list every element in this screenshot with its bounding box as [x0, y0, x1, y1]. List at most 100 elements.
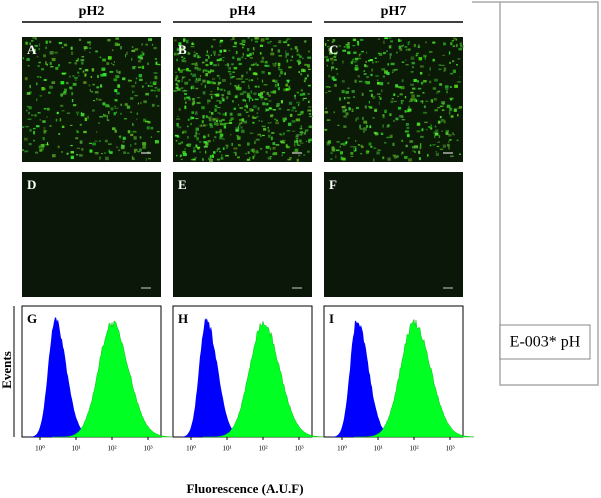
cell-speck: [218, 77, 221, 80]
cell-speck: [141, 51, 144, 55]
cell-speck: [405, 64, 409, 66]
cell-speck: [378, 149, 382, 151]
cell-speck: [221, 78, 226, 82]
cell-speck: [389, 134, 393, 138]
cell-speck: [81, 111, 83, 115]
cell-speck: [296, 60, 299, 63]
cell-speck: [181, 79, 183, 83]
cell-speck: [306, 140, 308, 143]
cell-speck: [134, 48, 139, 51]
cell-speck: [382, 156, 385, 160]
cell-speck: [229, 73, 232, 76]
cell-speck: [428, 74, 430, 76]
cell-speck: [303, 154, 306, 156]
cell-speck: [117, 71, 120, 74]
cell-speck: [100, 84, 103, 88]
cell-speck: [183, 90, 188, 92]
cell-speck: [228, 122, 233, 125]
cell-speck: [432, 144, 436, 146]
cell-speck: [415, 99, 418, 103]
cell-speck: [226, 145, 229, 148]
cell-speck: [60, 81, 65, 85]
cell-speck: [34, 37, 37, 40]
cell-speck: [206, 124, 208, 126]
cell-speck: [91, 109, 95, 112]
cell-speck: [182, 48, 184, 50]
cell-speck: [138, 74, 143, 78]
cell-speck: [235, 127, 240, 131]
cell-speck: [136, 118, 138, 120]
cell-speck: [237, 125, 239, 129]
cell-speck: [298, 61, 301, 64]
cell-speck: [252, 117, 257, 119]
cell-speck: [181, 59, 185, 63]
cell-speck: [290, 47, 293, 51]
cell-speck: [197, 68, 202, 71]
cell-speck: [363, 73, 367, 75]
cell-speck: [308, 113, 312, 115]
cell-speck: [401, 139, 404, 143]
cell-speck: [43, 78, 47, 82]
cell-speck: [401, 79, 404, 83]
cell-speck: [438, 135, 441, 138]
cell-speck: [238, 123, 241, 127]
cell-speck: [325, 107, 327, 110]
cell-speck: [65, 81, 69, 85]
cell-speck: [205, 58, 208, 62]
cell-speck: [233, 66, 238, 70]
cell-speck: [205, 115, 208, 118]
cell-speck: [404, 155, 408, 159]
cell-speck: [407, 41, 410, 46]
side-frame: [499, 1, 599, 386]
cell-speck: [388, 45, 392, 49]
cell-speck: [264, 98, 268, 101]
cell-speck: [209, 61, 214, 64]
cell-speck: [293, 143, 296, 147]
cell-speck: [274, 79, 278, 84]
cell-speck: [202, 91, 206, 95]
cell-speck: [297, 63, 301, 66]
cell-speck: [249, 56, 253, 59]
cell-speck: [359, 124, 361, 129]
cell-speck: [384, 141, 387, 144]
cell-speck: [411, 61, 415, 65]
cell-speck: [84, 117, 88, 122]
cell-speck: [274, 118, 277, 120]
cell-speck: [83, 130, 87, 134]
cell-speck: [271, 136, 273, 140]
cell-speck: [210, 112, 214, 115]
cell-speck: [249, 132, 254, 134]
cell-speck: [363, 70, 366, 72]
cell-speck: [209, 93, 214, 96]
cell-speck: [126, 105, 131, 109]
x-tick-label: 10³: [294, 445, 303, 453]
cell-speck: [188, 70, 192, 72]
cell-speck: [337, 124, 340, 126]
cell-speck: [205, 142, 209, 146]
cell-speck: [380, 132, 384, 136]
cell-speck: [131, 46, 134, 48]
cell-speck: [194, 66, 199, 70]
cell-speck: [113, 112, 116, 116]
cell-speck: [287, 122, 292, 126]
cell-speck: [187, 118, 190, 121]
y-axis-label: Events: [0, 351, 14, 389]
cell-speck: [381, 68, 386, 71]
cell-speck: [127, 79, 131, 82]
cell-speck: [69, 124, 73, 126]
cell-speck: [176, 154, 178, 157]
cell-speck: [270, 155, 272, 158]
cell-speck: [255, 37, 260, 40]
cell-speck: [155, 95, 158, 98]
cell-speck: [88, 142, 93, 145]
cell-speck: [347, 87, 350, 89]
cell-speck: [262, 91, 266, 93]
cell-speck: [43, 88, 46, 90]
cell-speck: [216, 74, 220, 77]
cell-speck: [195, 118, 199, 120]
cell-speck: [336, 73, 339, 75]
cell-speck: [43, 130, 47, 134]
cell-speck: [102, 58, 106, 62]
cell-speck: [182, 69, 186, 71]
cell-speck: [195, 62, 198, 64]
